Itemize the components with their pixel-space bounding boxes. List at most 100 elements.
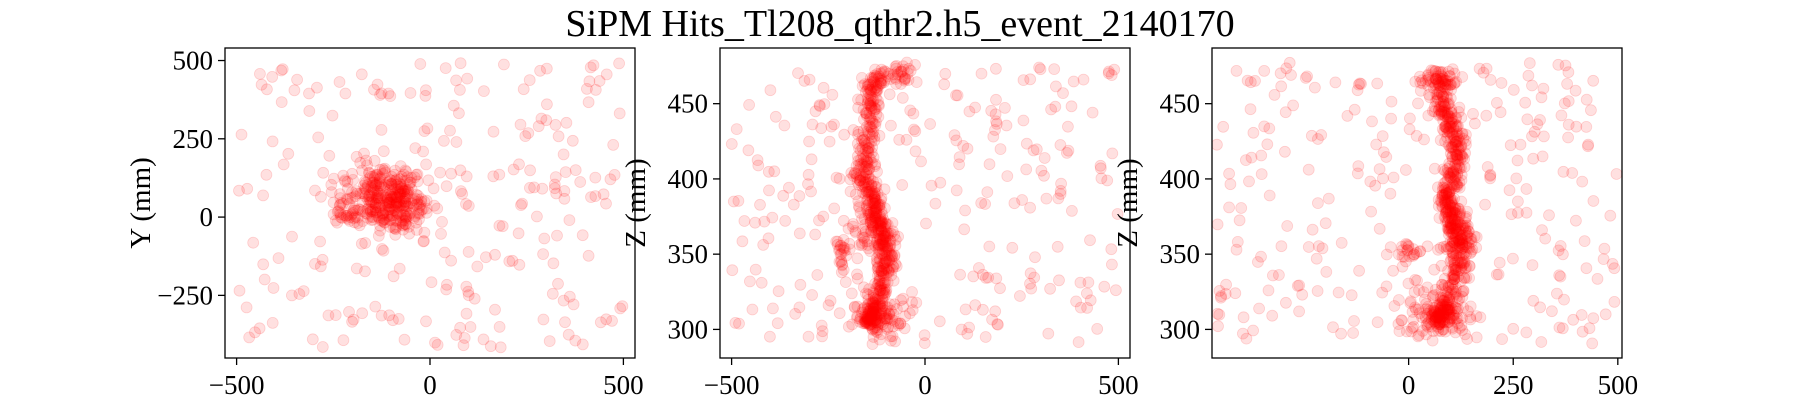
scatter-point	[1408, 286, 1421, 299]
scatter-point	[883, 242, 896, 255]
scatter-point	[1074, 276, 1087, 289]
scatter-point	[372, 179, 385, 192]
scatter-point	[1401, 325, 1413, 338]
scatter-point	[361, 159, 374, 172]
scatter-point	[983, 158, 996, 171]
scatter-point	[1437, 90, 1450, 103]
scatter-point	[1448, 259, 1461, 272]
scatter-point	[1523, 57, 1536, 69]
scatter-point	[375, 309, 388, 322]
scatter-point	[886, 249, 898, 262]
scatter-point	[1554, 270, 1567, 283]
scatter-point	[892, 68, 904, 81]
scatter-point	[348, 202, 361, 215]
scatter-point	[878, 257, 890, 269]
scatter-point	[566, 134, 579, 147]
scatter-point	[874, 239, 886, 252]
scatter-point	[869, 293, 882, 306]
scatter-point	[1430, 73, 1442, 86]
scatter-point	[890, 260, 903, 273]
scatter-point	[939, 67, 952, 80]
scatter-point	[1240, 332, 1253, 345]
scatter-point	[454, 164, 467, 177]
scatter-point	[350, 262, 363, 275]
scatter-point	[1273, 269, 1285, 281]
scatter-point	[1438, 107, 1451, 119]
scatter-point	[1110, 284, 1122, 297]
scatter-point	[1479, 198, 1491, 211]
scatter-point	[1448, 213, 1461, 226]
scatter-point	[989, 305, 1002, 318]
scatter-point	[1457, 241, 1469, 254]
scatter-point	[1020, 163, 1033, 176]
scatter-point	[1448, 262, 1461, 275]
scatter-point	[875, 194, 887, 207]
scatter-point	[880, 243, 892, 256]
scatter-point	[882, 321, 894, 334]
scatter-point	[877, 232, 889, 245]
scatter-point	[1213, 308, 1226, 321]
scatter-point	[1445, 182, 1458, 194]
scatter-point	[1437, 240, 1450, 253]
scatter-point	[1443, 70, 1456, 83]
scatter-point	[870, 312, 883, 325]
scatter-point	[1450, 161, 1463, 174]
scatter-point	[858, 231, 871, 244]
scatter-point	[402, 220, 415, 233]
scatter-point	[444, 124, 456, 137]
scatter-point	[1443, 79, 1456, 91]
scatter-point	[879, 234, 891, 247]
scatter-point	[1430, 313, 1443, 325]
scatter-point	[1431, 93, 1444, 105]
scatter-point	[1316, 242, 1329, 255]
scatter-point	[879, 231, 892, 244]
scatter-point	[1444, 205, 1457, 218]
scatter-point	[1429, 78, 1442, 90]
scatter-point	[1444, 92, 1457, 105]
scatter-point	[783, 181, 795, 194]
scatter-point	[879, 312, 891, 325]
scatter-point	[865, 226, 878, 239]
scatter-point	[1431, 91, 1444, 104]
scatter-point	[1460, 210, 1473, 223]
scatter-point	[1388, 300, 1401, 312]
scatter-point	[1450, 225, 1463, 238]
scatter-point	[837, 244, 850, 256]
scatter-point	[408, 171, 421, 184]
scatter-point	[1446, 126, 1459, 139]
scatter-point	[865, 312, 878, 325]
scatter-point	[403, 178, 416, 191]
scatter-point	[1450, 285, 1462, 298]
scatter-point	[1055, 177, 1067, 190]
scatter-point	[1447, 122, 1460, 135]
scatter-point	[1440, 298, 1452, 311]
scatter-point	[864, 224, 877, 237]
scatter-point	[428, 199, 441, 212]
scatter-point	[1449, 236, 1461, 249]
scatter-point	[870, 176, 883, 189]
scatter-point	[528, 181, 540, 194]
scatter-point	[1448, 206, 1461, 219]
scatter-point	[1427, 308, 1440, 321]
scatter-point	[862, 188, 875, 201]
scatter-point	[385, 193, 398, 206]
scatter-point	[1439, 106, 1452, 119]
scatter-point	[881, 241, 894, 254]
scatter-point	[925, 179, 938, 192]
scatter-point	[875, 63, 888, 76]
scatter-point	[1608, 295, 1621, 308]
scatter-point	[876, 237, 889, 249]
scatter-point	[872, 243, 885, 256]
scatter-point	[873, 199, 885, 212]
scatter-point	[366, 203, 379, 216]
scatter-point	[460, 307, 473, 320]
scatter-point	[1559, 59, 1572, 72]
scatter-point	[369, 198, 382, 210]
scatter-point	[372, 192, 385, 205]
scatter-point	[343, 197, 355, 210]
scatter-point	[549, 171, 562, 184]
scatter-point	[876, 292, 888, 305]
scatter-point	[828, 202, 841, 215]
scatter-point	[855, 311, 867, 323]
scatter-point	[889, 71, 902, 84]
